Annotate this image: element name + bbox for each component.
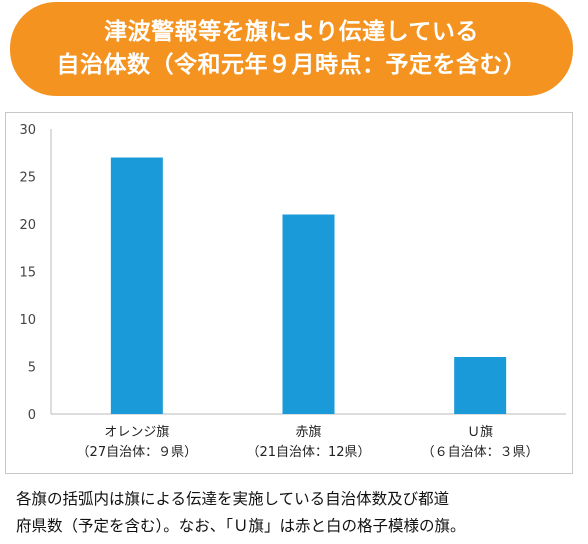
bar bbox=[110, 157, 163, 414]
chart-frame: 30 25 20 15 10 5 0 オレンジ旗 （27自治体：９県） 赤旗 （21自治体：12県… bbox=[5, 112, 573, 474]
x-category-sublabel: （６自治体：３県） bbox=[422, 445, 539, 460]
y-tick-label: 30 bbox=[19, 123, 36, 138]
x-category-sublabel: （27自治体：９県） bbox=[77, 445, 198, 460]
chart-title-line2: 自治体数（令和元年９月時点：予定を含む） bbox=[56, 52, 527, 78]
x-category-label: Ｕ旗 bbox=[467, 424, 493, 440]
bars bbox=[110, 157, 507, 414]
x-category-labels: オレンジ旗 （27自治体：９県） 赤旗 （21自治体：12県） Ｕ旗 （６自治体：３県） bbox=[77, 424, 539, 460]
y-tick-label: 0 bbox=[28, 408, 36, 423]
y-tick-label: 10 bbox=[19, 313, 36, 328]
y-tick-labels: 30 25 20 15 10 5 0 bbox=[19, 123, 36, 423]
chart-title-line1: 津波警報等を旗により伝達している bbox=[104, 19, 479, 45]
y-tick-label: 5 bbox=[28, 361, 36, 376]
x-category-sublabel: （21自治体：12県） bbox=[246, 445, 370, 460]
x-category-label: オレンジ旗 bbox=[104, 424, 169, 440]
bar-chart: 30 25 20 15 10 5 0 オレンジ旗 （27自治体：９県） 赤旗 （21自治体：12県… bbox=[19, 123, 566, 460]
y-tick-label: 15 bbox=[19, 266, 36, 281]
bar bbox=[454, 357, 507, 414]
x-category-label: 赤旗 bbox=[295, 424, 321, 440]
footnote: 各旗の括弧内は旗による伝達を実施している自治体数及び都道 府県数（予定を含む）。… bbox=[16, 486, 582, 540]
y-tick-label: 25 bbox=[19, 171, 36, 186]
footnote-line1: 各旗の括弧内は旗による伝達を実施している自治体数及び都道 bbox=[16, 490, 450, 508]
footnote-line2: 府県数（予定を含む）。なお、「Ｕ旗」は赤と白の格子模様の旗。 bbox=[16, 517, 466, 535]
y-tick-label: 20 bbox=[19, 218, 36, 233]
bar bbox=[282, 214, 335, 414]
title-banner: 津波警報等を旗により伝達している 自治体数（令和元年９月時点：予定を含む） bbox=[10, 2, 573, 96]
